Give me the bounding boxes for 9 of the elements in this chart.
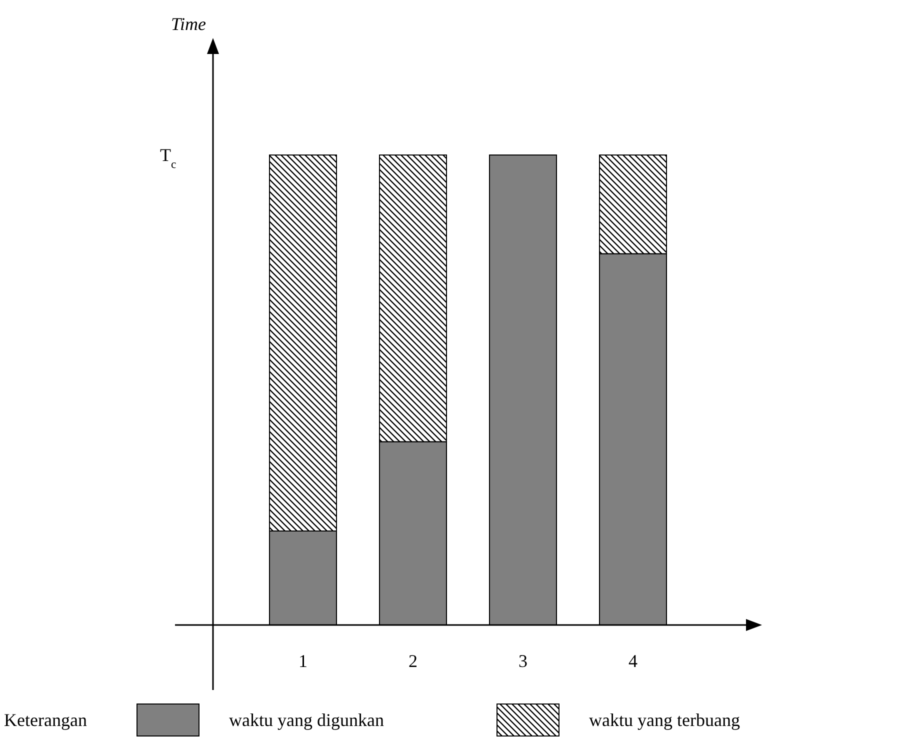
- x-tick-label: 1: [298, 651, 308, 671]
- legend-label: waktu yang digunkan: [229, 710, 384, 730]
- legend-label: waktu yang terbuang: [589, 710, 740, 730]
- text: T$_{c}$: [160, 145, 176, 170]
- text: Time: [170, 14, 206, 34]
- x-tick-label: 4: [628, 651, 638, 671]
- x-tick-label: 3: [518, 651, 528, 671]
- x-tick-label: 2: [408, 651, 418, 671]
- legend-title: Keterangan: [4, 710, 87, 730]
